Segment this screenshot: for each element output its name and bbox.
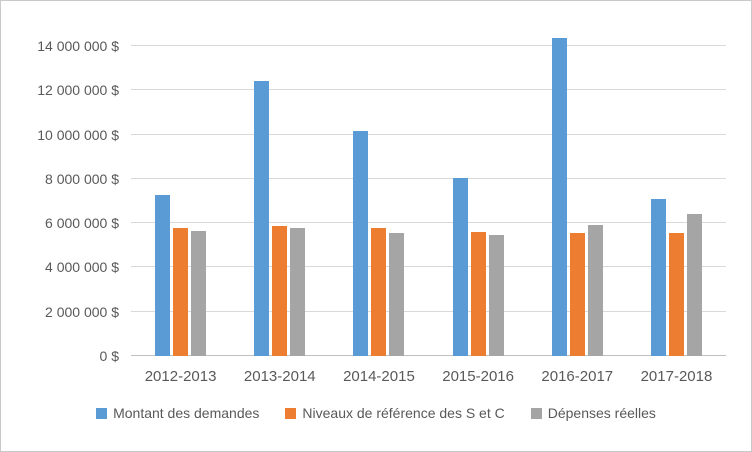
y-tick-label: 6 000 000 $ (45, 215, 119, 231)
y-tick-label: 10 000 000 $ (37, 127, 119, 143)
bar-d-penses-r-elles (686, 214, 702, 356)
y-tick-label: 0 $ (99, 348, 119, 364)
gridline (131, 311, 726, 312)
bar-niveaux-de-r-f-rence-des-s-et-c (371, 228, 387, 356)
bar-d-penses-r-elles (389, 233, 405, 356)
bar-niveaux-de-r-f-rence-des-s-et-c (569, 233, 585, 356)
x-axis-labels: 2012-2013 2013-2014 2014-2015 2015-2016 2016… (131, 368, 726, 385)
y-tick-label: 8 000 000 $ (45, 171, 119, 187)
legend-item-niveaux-de-r-f-rence-des-s-et-c: Niveaux de référence des S et C (285, 405, 505, 421)
bar-d-penses-r-elles (488, 235, 504, 356)
legend-marker-icon (96, 407, 108, 419)
bar-group-2017-2018 (627, 46, 726, 356)
legend-label: Niveaux de référence des S et C (302, 405, 505, 421)
legend-item-d-penses-r-elles: Dépenses réelles (530, 405, 656, 421)
bar-group-2012-2013 (131, 46, 230, 356)
x-tick-label: 2012-2013 (144, 368, 217, 385)
bar-group-2013-2014 (230, 46, 329, 356)
legend-marker-icon (285, 407, 297, 419)
bar-montant-des-demandes (650, 199, 666, 356)
legend-item-montant-des-demandes: Montant des demandes (96, 405, 259, 421)
bar-niveaux-de-r-f-rence-des-s-et-c (173, 228, 189, 356)
x-tick-label: 2014-2015 (343, 368, 415, 385)
bar-montant-des-demandes (353, 131, 369, 356)
gridline (131, 266, 726, 267)
bar-d-penses-r-elles (587, 225, 603, 356)
gridline (131, 222, 726, 223)
bar-d-penses-r-elles (290, 228, 306, 356)
bar-group-2014-2015 (329, 46, 428, 356)
x-tick-label: 2017-2018 (640, 368, 713, 385)
gridline (131, 134, 726, 135)
y-tick-label: 12 000 000 $ (37, 82, 119, 98)
y-tick-label: 4 000 000 $ (45, 259, 119, 275)
x-tick-label: 2015-2016 (442, 368, 514, 385)
gridline (131, 89, 726, 90)
bar-montant-des-demandes (155, 195, 171, 356)
y-tick-label: 14 000 000 $ (37, 38, 119, 54)
bar-niveaux-de-r-f-rence-des-s-et-c (668, 233, 684, 356)
x-tick-label: 2016-2017 (541, 368, 614, 385)
bar-group-2016-2017 (528, 38, 627, 356)
y-tick-label: 2 000 000 $ (45, 304, 119, 320)
bar-d-penses-r-elles (191, 231, 207, 356)
bar-niveaux-de-r-f-rence-des-s-et-c (470, 232, 486, 356)
y-axis-labels: 0 $ 2 000 000 $ 4 000 000 $ 6 000 000 $ 8 00… (1, 38, 119, 364)
gridlines (131, 45, 726, 356)
bar-montant-des-demandes (551, 38, 567, 356)
legend-marker-icon (530, 407, 542, 419)
bar-montant-des-demandes (452, 178, 468, 356)
plot-area (131, 38, 726, 356)
legend-label: Dépenses réelles (547, 405, 656, 421)
x-tick-label: 2013-2014 (243, 368, 316, 385)
bar-montant-des-demandes (254, 81, 270, 356)
x-axis-line (131, 355, 726, 356)
gridline (131, 45, 726, 46)
gridline (131, 178, 726, 179)
bar-group-2015-2016 (429, 46, 528, 356)
bar-niveaux-de-r-f-rence-des-s-et-c (272, 226, 288, 356)
legend-label: Montant des demandes (113, 405, 260, 421)
legend: Montant des demandes Niveaux de référence… (1, 405, 751, 421)
bars-container (131, 38, 726, 356)
